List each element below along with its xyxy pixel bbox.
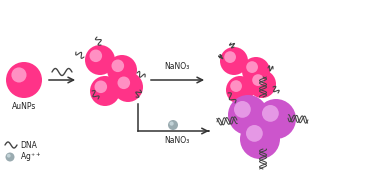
Text: NaNO₃: NaNO₃ xyxy=(164,62,190,71)
Circle shape xyxy=(112,59,124,72)
Circle shape xyxy=(240,119,280,159)
Circle shape xyxy=(248,70,276,98)
Circle shape xyxy=(118,76,130,89)
Circle shape xyxy=(11,67,26,83)
Circle shape xyxy=(85,45,115,75)
Circle shape xyxy=(107,55,137,85)
Circle shape xyxy=(90,76,120,106)
Circle shape xyxy=(113,72,143,102)
Circle shape xyxy=(94,81,107,93)
Circle shape xyxy=(256,99,296,139)
Circle shape xyxy=(168,120,178,130)
Circle shape xyxy=(252,74,264,86)
Circle shape xyxy=(90,49,102,62)
Text: Ag⁺$^+$: Ag⁺$^+$ xyxy=(20,150,41,164)
Circle shape xyxy=(234,101,251,118)
Circle shape xyxy=(262,105,279,122)
Circle shape xyxy=(228,95,268,135)
Circle shape xyxy=(6,62,42,98)
Circle shape xyxy=(169,122,174,126)
Text: DNA: DNA xyxy=(20,141,37,150)
Circle shape xyxy=(246,61,258,73)
Text: NaNO₃: NaNO₃ xyxy=(164,136,190,145)
Circle shape xyxy=(7,154,11,158)
Text: AuNPs: AuNPs xyxy=(12,102,36,111)
Circle shape xyxy=(246,125,263,142)
Circle shape xyxy=(224,51,236,63)
Circle shape xyxy=(6,152,14,162)
Circle shape xyxy=(220,47,248,75)
Circle shape xyxy=(242,57,270,85)
Circle shape xyxy=(230,80,242,92)
Circle shape xyxy=(226,76,254,104)
